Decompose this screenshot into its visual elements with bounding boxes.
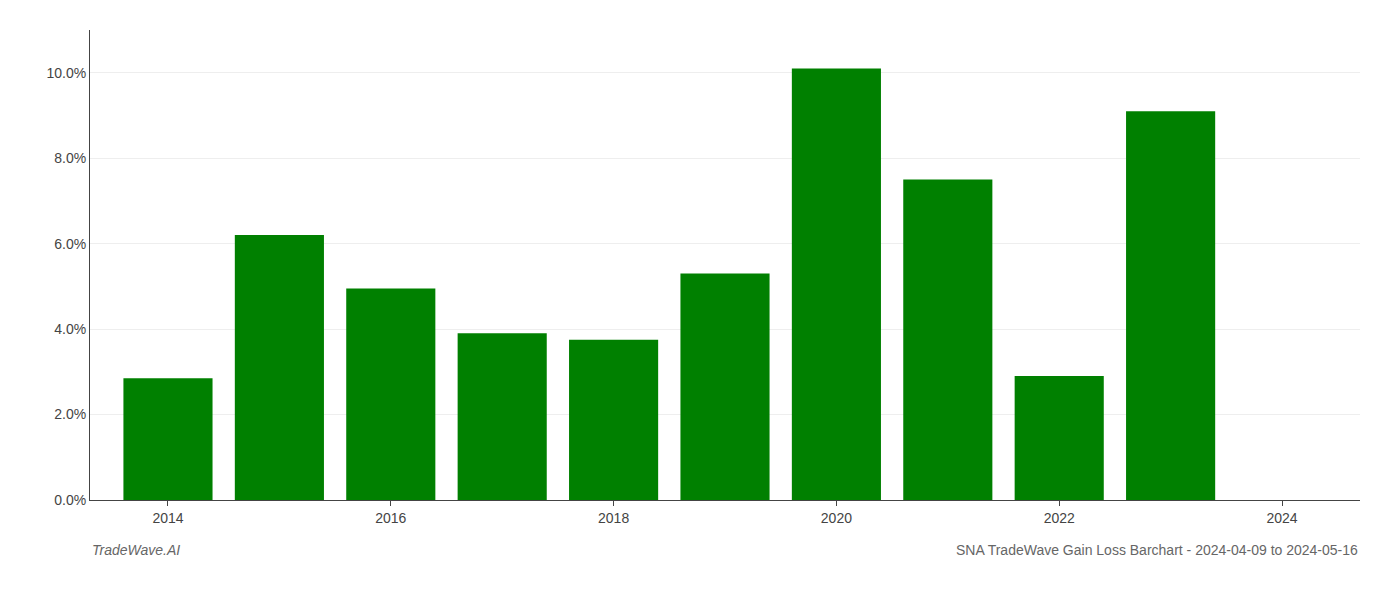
svg-text:2020: 2020 (821, 510, 852, 526)
svg-text:2022: 2022 (1044, 510, 1075, 526)
svg-text:2018: 2018 (598, 510, 629, 526)
svg-text:SNA TradeWave Gain Loss Barcha: SNA TradeWave Gain Loss Barchart - 2024-… (956, 542, 1358, 558)
svg-text:2014: 2014 (152, 510, 183, 526)
svg-text:TradeWave.AI: TradeWave.AI (92, 542, 180, 558)
svg-text:2024: 2024 (1266, 510, 1297, 526)
svg-text:8.0%: 8.0% (54, 150, 86, 166)
svg-text:6.0%: 6.0% (54, 236, 86, 252)
svg-text:2.0%: 2.0% (54, 406, 86, 422)
svg-text:4.0%: 4.0% (54, 321, 86, 337)
svg-text:0.0%: 0.0% (54, 492, 86, 508)
svg-text:10.0%: 10.0% (46, 65, 86, 81)
svg-text:2016: 2016 (375, 510, 406, 526)
